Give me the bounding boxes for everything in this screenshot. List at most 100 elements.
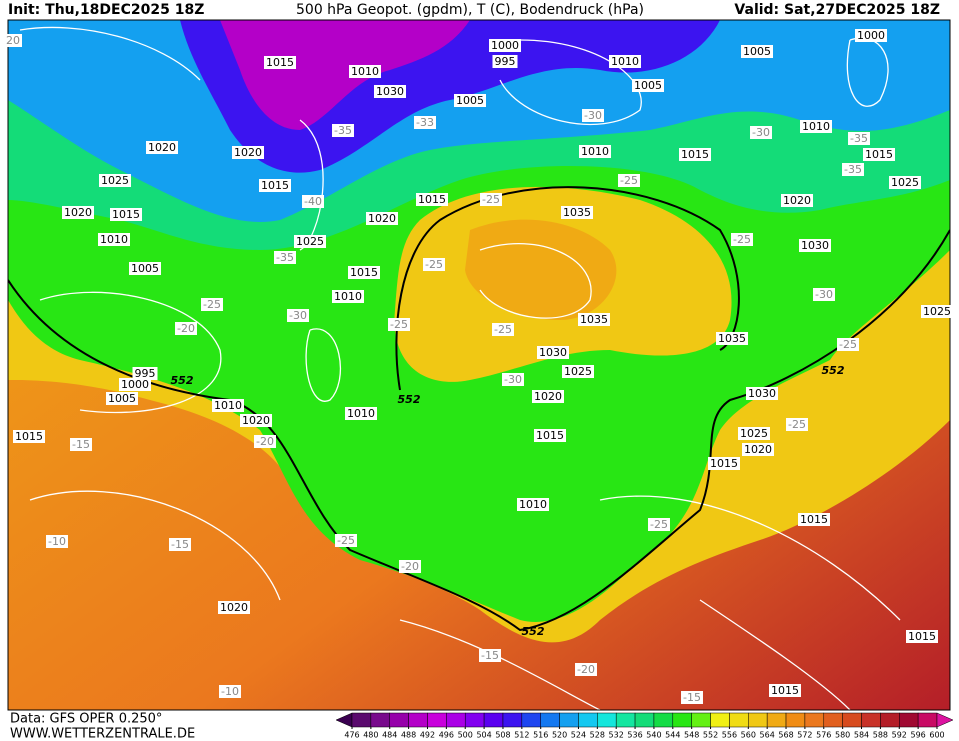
pressure-label: 1030 [539,346,567,359]
pressure-label-box [294,235,326,248]
temperature-label: -25 [620,174,638,187]
pressure-label: 1015 [350,266,378,279]
temperature-label-box [480,193,502,206]
temperature-label: -25 [650,518,668,531]
colorbar-box [785,712,806,728]
temperature-label-box [848,132,870,145]
pressure-label: 1000 [121,378,149,391]
pressure-label: 1015 [15,430,43,443]
temperature-label: -10 [48,535,66,548]
pressure-label: 1005 [634,79,662,92]
pressure-label-box [579,145,611,158]
pressure-label: 1025 [923,305,951,318]
colorbar-tick-label: 592 [892,731,907,740]
map [8,20,950,710]
colorbar-box [823,712,843,728]
temperature-label: -25 [425,258,443,271]
colorbar-box [653,712,674,728]
contour-label: 552 [822,364,845,377]
pressure-label: 1005 [131,262,159,275]
pressure-label: 1015 [865,148,893,161]
pressure-label-box [348,266,380,279]
temperature-label-box [219,685,241,698]
temperature-label: -25 [337,534,355,547]
contour-label: 552 [171,374,194,387]
pressure-label: 1000 [491,39,519,52]
colorbar-tick-label: 524 [571,731,586,740]
isobars [19,26,901,710]
temperature-label: -25 [494,323,512,336]
temperature-label: -25 [788,418,806,431]
pressure-label-box [454,94,486,107]
colorbar-tick-label: 560 [741,731,756,740]
pressure-label-box [738,427,770,440]
colorbar-tick-label: 584 [854,731,869,740]
pressure-label-box [742,443,774,456]
temperature-label-box [837,338,859,351]
temperature-label: -35 [276,251,294,264]
colorbar-box [521,712,541,728]
colorbar-tick-label: 536 [627,731,642,740]
colorbar-box [351,712,372,728]
colorbar-tick-label: 528 [590,731,605,740]
pressure-label: 1015 [681,148,709,161]
pressure-label-box [716,332,748,345]
init-time: Init: Thu,18DEC2025 18Z [8,2,204,18]
temperature-label: -35 [850,132,868,145]
pressure-label: 1025 [101,174,129,187]
pressure-label: 1020 [64,206,92,219]
pressure-label-box [561,206,593,219]
pressure-label-box [110,208,142,221]
temperature-label: -25 [839,338,857,351]
colorbar-box [559,712,579,728]
colorbar-box [578,712,598,728]
pressure-label-box [906,630,938,643]
pressure-label: 1020 [242,414,270,427]
pressure-label-box [212,399,244,412]
colorbar-box [483,712,504,728]
pressure-label: 1030 [801,239,829,252]
pressure-label: 1020 [744,443,772,456]
colorbar-box [880,712,900,728]
temperature-label: -35 [844,163,862,176]
map-frame [7,19,951,711]
colorbar-box [917,712,938,728]
pressure-label-box [781,194,813,207]
pressure-label-box [769,684,801,697]
colorbar-box [804,712,825,728]
pressure-label: 1015 [112,208,140,221]
temperature-label-box [4,34,22,47]
temperature-label-box [502,373,524,386]
pressure-label-box [798,513,830,526]
pressure-label-box [855,29,887,42]
pressure-label-box [562,365,594,378]
temperature-label: -15 [72,438,90,451]
temperature-label: -15 [171,538,189,551]
temperature-label-box [274,251,296,264]
pressure-label: 1025 [891,176,919,189]
temperature-label-box [302,195,324,208]
pressure-label-box [799,239,831,252]
colorbar-box [766,712,787,728]
pressure-label-box [232,146,264,159]
temperature-label: -30 [289,309,307,322]
temperature-label-box [479,649,501,662]
colorbar-box [502,712,523,728]
temperature-label: -30 [584,109,602,122]
pressure-label: 1010 [581,145,609,158]
pressure-label-box [517,498,549,511]
colorbar-box [446,712,466,728]
temperature-label-box [287,309,309,322]
temperature-label: -35 [334,124,352,137]
colorbar-tick-label: 540 [646,731,661,740]
colorbar-box [408,712,428,728]
temperature-label: -33 [416,116,434,129]
pressure-label-box [492,55,518,68]
temperature-label-box [254,435,276,448]
pressure-label: 1025 [564,365,592,378]
pressure-label-box [800,120,832,133]
temperature-label-box [492,323,514,336]
pressure-label-box [708,457,740,470]
